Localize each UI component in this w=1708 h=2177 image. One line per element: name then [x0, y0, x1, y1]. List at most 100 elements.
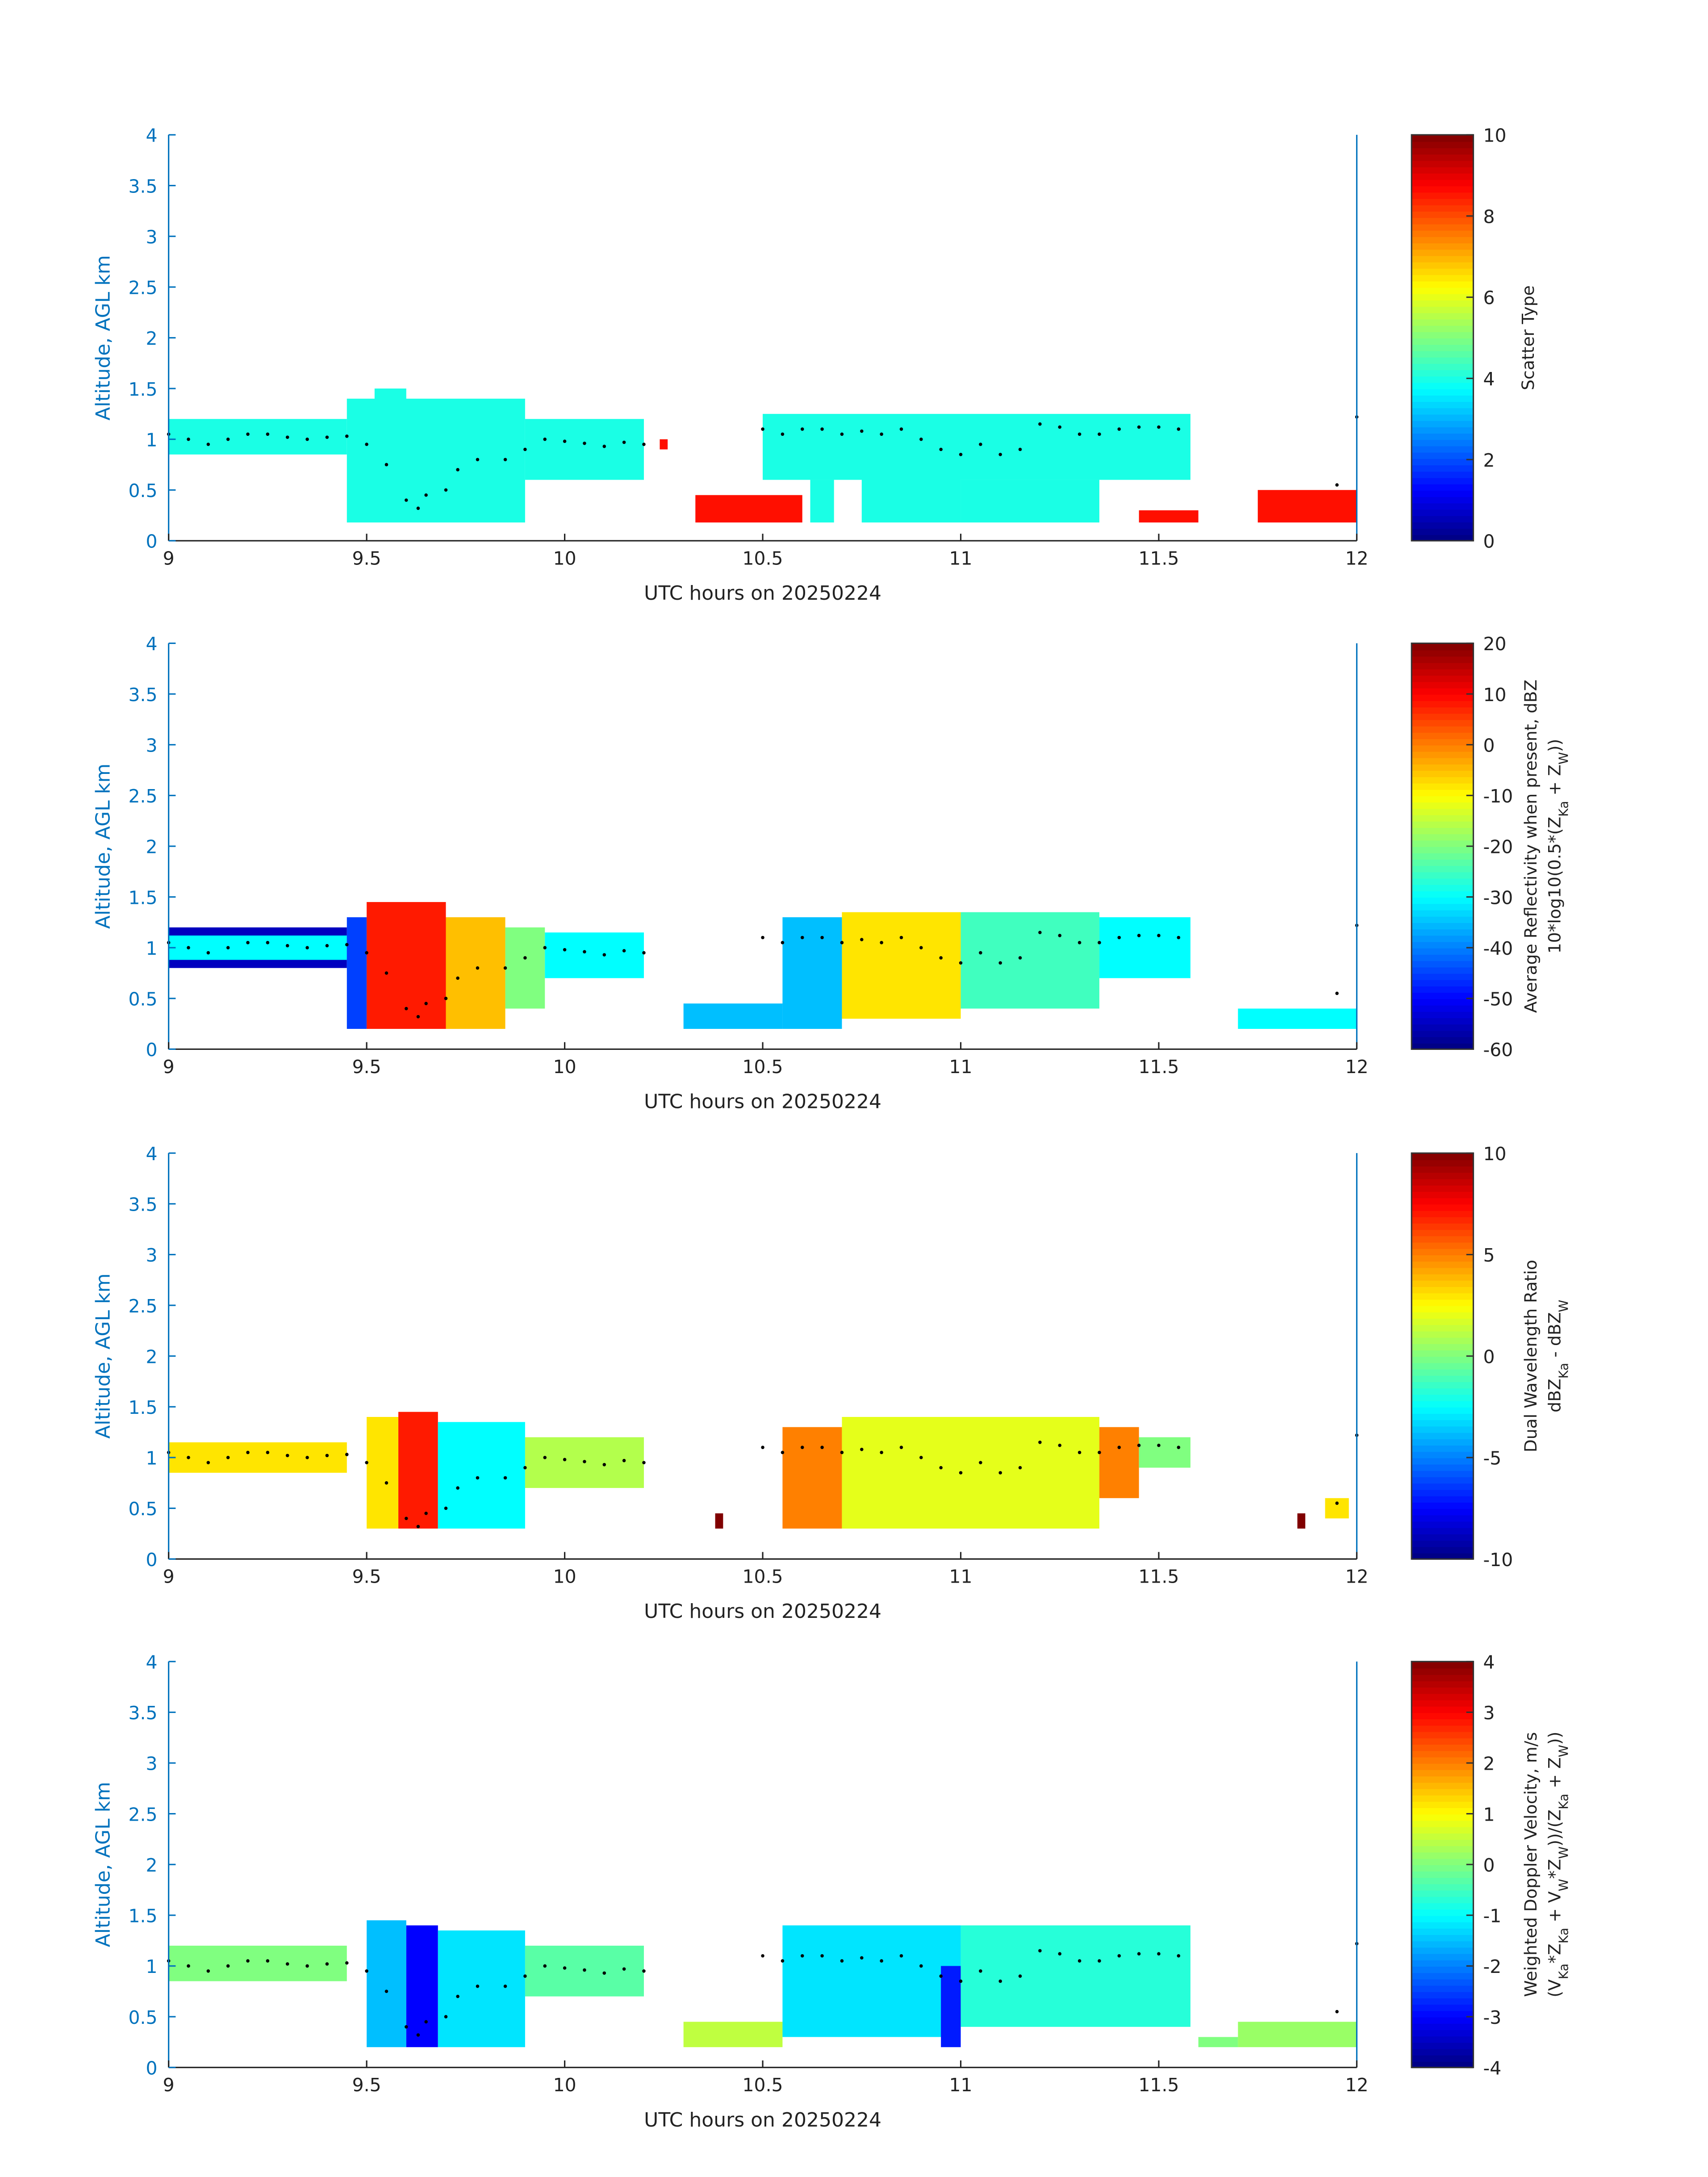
cloud-top-point	[563, 439, 567, 443]
colorbar-swatch	[1412, 331, 1474, 338]
colorbar-swatch	[1412, 751, 1474, 758]
colorbar-tick-label: 5	[1483, 1245, 1495, 1266]
colorbar-swatch	[1412, 1978, 1474, 1986]
colorbar-swatch	[1412, 1738, 1474, 1745]
colorbar-swatch	[1412, 865, 1474, 873]
cloud-top-point	[476, 1476, 480, 1480]
x-tick-label: 10.5	[743, 1056, 783, 1078]
colorbar-swatch	[1412, 1782, 1474, 1789]
colorbar-swatch	[1412, 1534, 1474, 1541]
colorbar-swatch	[1412, 1896, 1474, 1903]
x-tick-label: 9.5	[352, 1566, 381, 1588]
cloud-top-point	[187, 437, 190, 441]
cloud-top-point	[416, 506, 420, 510]
colorbar-swatch	[1412, 669, 1474, 676]
y-axis-label: Altitude, AGL km	[92, 255, 115, 420]
cloud-top-point	[1038, 1949, 1042, 1953]
heatmap-cell	[660, 439, 668, 450]
heatmap-cell	[861, 460, 961, 522]
colorbar-swatch	[1412, 1813, 1474, 1821]
heatmap-cell	[168, 935, 347, 960]
heatmap-cell	[1139, 1437, 1190, 1468]
cloud-top-point	[1098, 1959, 1101, 1963]
colorbar-swatch	[1412, 1280, 1474, 1287]
x-tick-label: 10.5	[743, 547, 783, 569]
colorbar-tick-label: -2	[1483, 1956, 1502, 1977]
colorbar-label: Dual Wavelength Ratio	[1521, 1260, 1541, 1452]
colorbar-swatch	[1412, 1661, 1474, 1669]
colorbar-swatch	[1412, 1261, 1474, 1268]
colorbar-swatch	[1412, 1915, 1474, 1922]
colorbar-swatch	[1412, 1527, 1474, 1534]
colorbar-swatch	[1412, 1216, 1474, 1224]
heatmap-cell	[715, 1513, 723, 1529]
x-tick-label: 10	[553, 547, 576, 569]
x-tick-label: 11	[949, 1056, 973, 1078]
colorbar-swatch	[1412, 877, 1474, 885]
y-tick-label: 2	[146, 836, 157, 858]
colorbar-swatch	[1412, 2029, 1474, 2037]
colorbar-swatch	[1412, 205, 1474, 212]
colorbar-swatch	[1412, 1801, 1474, 1808]
cloud-top-point	[226, 437, 230, 441]
colorbar-swatch	[1412, 344, 1474, 351]
colorbar-swatch	[1412, 147, 1474, 155]
colorbar-swatch	[1412, 1330, 1474, 1338]
cloud-top-point	[602, 1463, 606, 1467]
cloud-top-point	[583, 1968, 586, 1972]
colorbar-swatch	[1412, 922, 1474, 930]
colorbar-swatch	[1412, 846, 1474, 853]
heatmap-cell	[1099, 917, 1190, 978]
colorbar-swatch	[1412, 700, 1474, 708]
colorbar-swatch	[1412, 1438, 1474, 1446]
colorbar-tick-label: -5	[1483, 1448, 1502, 1469]
cloud-top-point	[266, 432, 270, 436]
colorbar-swatch	[1412, 300, 1474, 307]
heatmap-cell	[1238, 1008, 1357, 1029]
cloud-top-point	[305, 437, 309, 441]
heatmap-cell	[763, 414, 1190, 480]
y-tick-label: 3	[146, 1245, 157, 1266]
colorbar-tick-label: -60	[1483, 1039, 1513, 1061]
heatmap-cell	[960, 480, 1099, 522]
colorbar-swatch	[1412, 795, 1474, 803]
colorbar-swatch	[1412, 230, 1474, 237]
colorbar-swatch	[1412, 198, 1474, 205]
heatmap-cell	[810, 480, 834, 522]
colorbar-swatch	[1412, 1776, 1474, 1783]
colorbar-swatch	[1412, 1318, 1474, 1325]
cloud-top-point	[998, 452, 1002, 456]
colorbar-swatch	[1412, 1387, 1474, 1395]
x-tick-label: 10.5	[743, 2074, 783, 2096]
heatmap-cell	[683, 1003, 783, 1029]
colorbar-swatch	[1412, 1413, 1474, 1421]
colorbar-swatch	[1412, 643, 1474, 651]
colorbar-swatch	[1412, 1997, 1474, 2005]
colorbar-swatch	[1412, 515, 1474, 522]
cloud-top-point	[840, 941, 844, 944]
colorbar-swatch	[1412, 1248, 1474, 1255]
y-tick-label: 0	[146, 1039, 157, 1061]
cloud-top-point	[325, 1454, 329, 1458]
cloud-top-point	[781, 1450, 785, 1454]
cloud-top-point	[563, 1458, 567, 1462]
colorbar-swatch	[1412, 1680, 1474, 1688]
colorbar-label: 10*log10(0.5*(ZKa + ZW))	[1545, 739, 1571, 954]
cloud-top-point	[503, 1985, 507, 1988]
colorbar-swatch	[1412, 1445, 1474, 1452]
colorbar-swatch	[1412, 1292, 1474, 1300]
colorbar-swatch	[1412, 1324, 1474, 1332]
colorbar-tick-label: 6	[1483, 287, 1495, 309]
cloud-top-point	[384, 1481, 388, 1485]
x-axis-label: UTC hours on 20250224	[644, 1091, 881, 1113]
colorbar-swatch	[1412, 223, 1474, 231]
colorbar-swatch	[1412, 1166, 1474, 1173]
cloud-top-point	[880, 941, 883, 944]
x-tick-label: 9.5	[352, 2074, 381, 2096]
colorbar-swatch	[1412, 318, 1474, 326]
colorbar-swatch	[1412, 1794, 1474, 1802]
cloud-top-point	[345, 1961, 349, 1965]
heatmap-cell	[842, 912, 961, 1019]
colorbar-swatch	[1412, 1687, 1474, 1694]
